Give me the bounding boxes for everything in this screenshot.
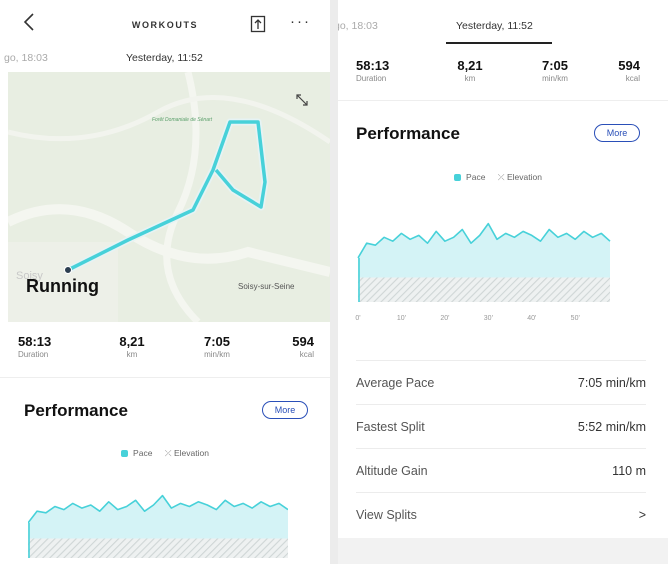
x-tick-label: 40' [527, 315, 536, 322]
stat-unit: min/km [542, 74, 568, 83]
stat-unit: kcal [625, 74, 640, 83]
start-marker [64, 266, 72, 274]
stat-distance: 8,21 km [450, 58, 490, 83]
chevron-right-icon: > [638, 508, 646, 522]
x-tick-label: 10' [397, 315, 406, 322]
legend-elevation: Elevation [173, 448, 209, 458]
stat-duration: 58:13 Duration [356, 58, 389, 83]
stat-unit: Duration [356, 74, 387, 83]
detail-value: 110 m [612, 464, 646, 478]
detail-label: View Splits [356, 508, 417, 522]
tab-previous-workout[interactable]: go, 18:03 [338, 20, 378, 32]
more-options-icon[interactable]: ··· [290, 13, 311, 30]
details-list: Average Pace 7:05 min/km Fastest Split 5… [356, 360, 646, 536]
stat-calories: 594 kcal [278, 334, 314, 359]
stat-value: 7:05 [203, 334, 231, 349]
stat-unit: Duration [18, 350, 49, 359]
workout-detail-screen-right: go, 18:03 Yesterday, 11:52 58:13 Duratio… [338, 0, 668, 564]
stat-unit: km [126, 350, 138, 359]
map-town-label-faded: Soisy [16, 270, 43, 282]
pace-line [357, 222, 611, 259]
sport-name: Running [26, 276, 99, 296]
elevation-area [28, 538, 288, 558]
more-button[interactable]: More [594, 124, 640, 142]
x-tick-label: 20' [440, 315, 449, 322]
more-button[interactable]: More [262, 401, 308, 419]
map-town-label: Soisy-sur-Seine [238, 282, 295, 291]
workout-detail-screen-left: WORKOUTS ··· go, 18:03 Yesterday, 11:52 … [0, 0, 330, 564]
stat-unit: kcal [299, 350, 314, 359]
detail-value: 5:52 min/km [577, 420, 646, 434]
pace-chart[interactable] [28, 480, 288, 558]
share-button[interactable] [250, 15, 266, 38]
divider [0, 377, 330, 378]
route-map[interactable]: Forêt Domaniale de Sénart Soisy Running … [8, 72, 330, 322]
stat-pace: 7:05 min/km [192, 334, 242, 359]
divider [338, 100, 668, 101]
route-line [67, 120, 267, 272]
stat-calories: 594 kcal [604, 58, 640, 83]
stat-value: 58:13 [356, 58, 390, 73]
date-tabs: go, 18:03 Yesterday, 11:52 [338, 20, 668, 44]
detail-average-pace[interactable]: Average Pace 7:05 min/km [356, 360, 646, 404]
detail-label: Fastest Split [356, 420, 425, 434]
stats-row: 58:13 Duration 8,21 km 7:05 min/km 594 k… [338, 58, 668, 98]
detail-value: 7:05 min/km [577, 376, 646, 390]
elevation-icon: ⤫ [497, 172, 505, 182]
stat-value: 8,21 [457, 58, 483, 73]
bottom-area [338, 538, 668, 564]
stat-pace: 7:05 min/km [530, 58, 580, 83]
view-splits-row[interactable]: View Splits > [356, 492, 646, 536]
x-tick-label: 50' [571, 315, 580, 322]
back-button[interactable] [22, 12, 40, 32]
elevation-icon: ⤫ [164, 448, 172, 458]
detail-fastest-split[interactable]: Fastest Split 5:52 min/km [356, 404, 646, 448]
legend-pace: Pace [466, 172, 486, 182]
stat-distance: 8,21 km [112, 334, 152, 359]
expand-map-icon[interactable] [294, 92, 310, 108]
forest-label: Forêt Domaniale de Sénart [152, 117, 213, 123]
detail-label: Average Pace [356, 376, 435, 390]
stat-unit: min/km [204, 350, 230, 359]
stat-value: 7:05 [541, 58, 569, 73]
stat-unit: km [464, 74, 476, 83]
stats-row: 58:13 Duration 8,21 km 7:05 min/km 594 k… [0, 334, 330, 374]
x-tick-label: 0' [355, 315, 360, 322]
stat-value: 594 [618, 58, 640, 73]
tab-current-workout[interactable]: Yesterday, 11:52 [456, 20, 533, 32]
chart-legend: Pace ⤫ Elevation [0, 448, 330, 459]
top-bar: WORKOUTS ··· [0, 0, 330, 42]
elevation-area [358, 277, 610, 302]
stat-duration: 58:13 Duration [18, 334, 51, 359]
stat-value: 594 [292, 334, 314, 349]
pace-swatch [454, 174, 462, 181]
share-icon [250, 15, 266, 33]
legend-elevation: Elevation [506, 172, 542, 182]
stat-value: 8,21 [119, 334, 145, 349]
tab-previous-workout[interactable]: go, 18:03 [4, 52, 48, 64]
pace-swatch [121, 450, 129, 457]
chevron-left-icon [23, 13, 34, 31]
detail-label: Altitude Gain [356, 464, 428, 478]
legend-pace: Pace [133, 448, 153, 458]
performance-title: Performance [356, 124, 460, 143]
tab-current-workout[interactable]: Yesterday, 11:52 [126, 52, 203, 64]
active-tab-indicator [446, 42, 552, 44]
map-canvas [8, 72, 330, 322]
performance-title: Performance [24, 401, 128, 420]
page-title: WORKOUTS [131, 20, 199, 30]
pace-chart[interactable]: 0' 10' 20' 30' 40' 50' [350, 204, 622, 328]
pace-line [28, 494, 288, 524]
chart-legend: Pace ⤫ Elevation [338, 172, 668, 183]
detail-altitude-gain[interactable]: Altitude Gain 110 m [356, 448, 646, 492]
stat-value: 58:13 [18, 334, 52, 349]
x-tick-label: 30' [484, 315, 493, 322]
